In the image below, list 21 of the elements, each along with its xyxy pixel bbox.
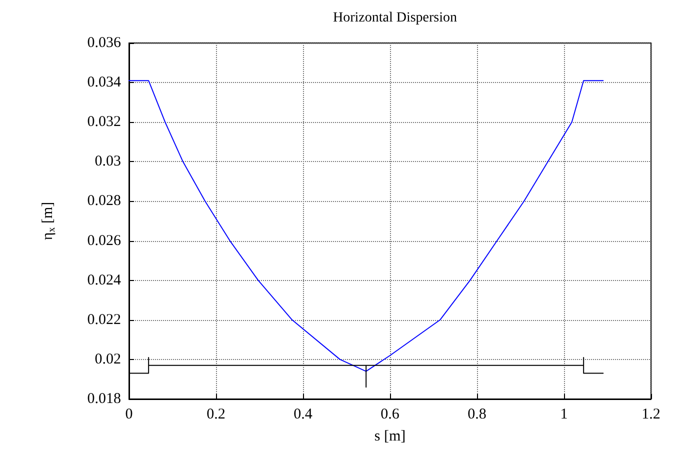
line-series bbox=[128, 80, 604, 372]
y-tick-label: 0.028 bbox=[87, 193, 121, 210]
y-tick-label: 0.026 bbox=[87, 232, 122, 249]
x-tick-label: 0.2 bbox=[206, 406, 226, 422]
y-tick-label: 0.018 bbox=[87, 391, 121, 407]
y-tick-label: 0.036 bbox=[87, 35, 122, 51]
x-tick-label: 0 bbox=[125, 406, 133, 422]
x-tick-label: 0.8 bbox=[468, 406, 486, 422]
x-tick-label: 0.4 bbox=[294, 406, 313, 422]
x-axis-title: s [m] bbox=[374, 428, 406, 444]
y-tick-label: 0.024 bbox=[87, 272, 122, 288]
y-tick-label: 0.03 bbox=[94, 154, 121, 170]
x-tick-label: 1 bbox=[560, 406, 568, 422]
y-tick-label: 0.02 bbox=[94, 351, 121, 368]
x-tick-label: 0.6 bbox=[380, 406, 400, 422]
y-axis-title: ηx [m] bbox=[40, 202, 58, 240]
x-tick-label: 1.2 bbox=[642, 406, 660, 422]
y-tick-label: 0.022 bbox=[87, 312, 121, 328]
y-tick-label: 0.034 bbox=[87, 74, 122, 91]
y-tick-label: 0.032 bbox=[87, 114, 121, 130]
chart-title: Horizontal Dispersion bbox=[332, 10, 458, 26]
